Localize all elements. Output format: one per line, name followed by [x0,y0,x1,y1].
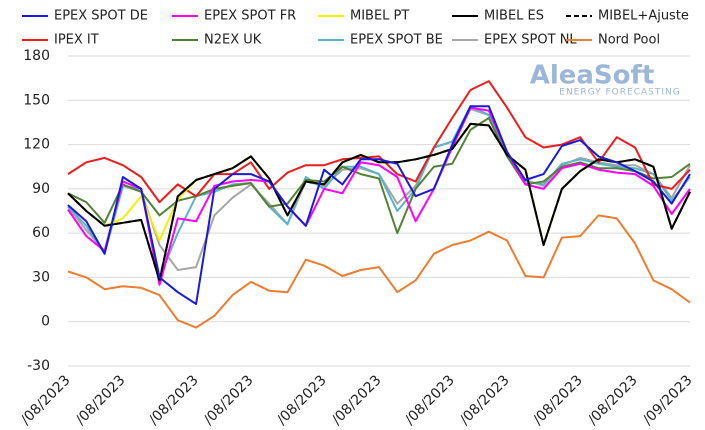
y-tick-label: -30 [27,358,50,374]
x-tick-label: /08/2023 [274,372,330,428]
legend-label: MIBEL PT [350,9,409,24]
x-tick-label: /08/2023 [402,372,458,428]
legend-label: EPEX SPOT BE [350,33,443,48]
x-tick-label: /08/2023 [18,372,74,428]
watermark-tagline: ENERGY FORECASTING [559,88,680,98]
x-tick-label: /08/2023 [201,372,257,428]
series-line [67,122,691,246]
y-tick-label: 120 [23,137,50,153]
y-tick-label: 0 [41,314,50,330]
series-line [67,105,691,279]
legend-label: MIBEL ES [484,9,544,24]
y-tick-label: 60 [32,225,50,241]
y-tick-label: 150 [23,92,50,108]
series-line [67,108,691,271]
legend-label: Nord Pool [598,33,660,48]
y-tick-label: 30 [32,269,50,285]
x-tick-label: /08/2023 [329,372,385,428]
y-tick-label: 180 [23,48,50,64]
x-tick-label: /08/2023 [457,372,513,428]
x-tick-label: /09/2023 [640,372,696,428]
legend-label: MIBEL+Ajuste [598,9,689,24]
x-tick-label: /08/2023 [585,372,641,428]
legend-label: N2EX UK [204,33,262,48]
series-line [67,80,691,204]
series-line [67,122,691,282]
series-line [67,122,691,282]
x-tick-label: /08/2023 [73,372,129,428]
legend-label: IPEX IT [54,33,99,48]
x-tick-label: /08/2023 [530,372,586,428]
series-line [67,214,691,329]
series-line [67,106,691,286]
series-line [67,117,691,235]
watermark-brand: AleaSoft [530,61,655,91]
series-line [67,105,691,305]
legend-label: EPEX SPOT DE [54,9,148,24]
legend-label: EPEX SPOT FR [204,9,296,24]
x-tick-label: /08/2023 [146,372,202,428]
y-tick-label: 90 [32,181,50,197]
legend-label: EPEX SPOT NL [484,33,577,48]
